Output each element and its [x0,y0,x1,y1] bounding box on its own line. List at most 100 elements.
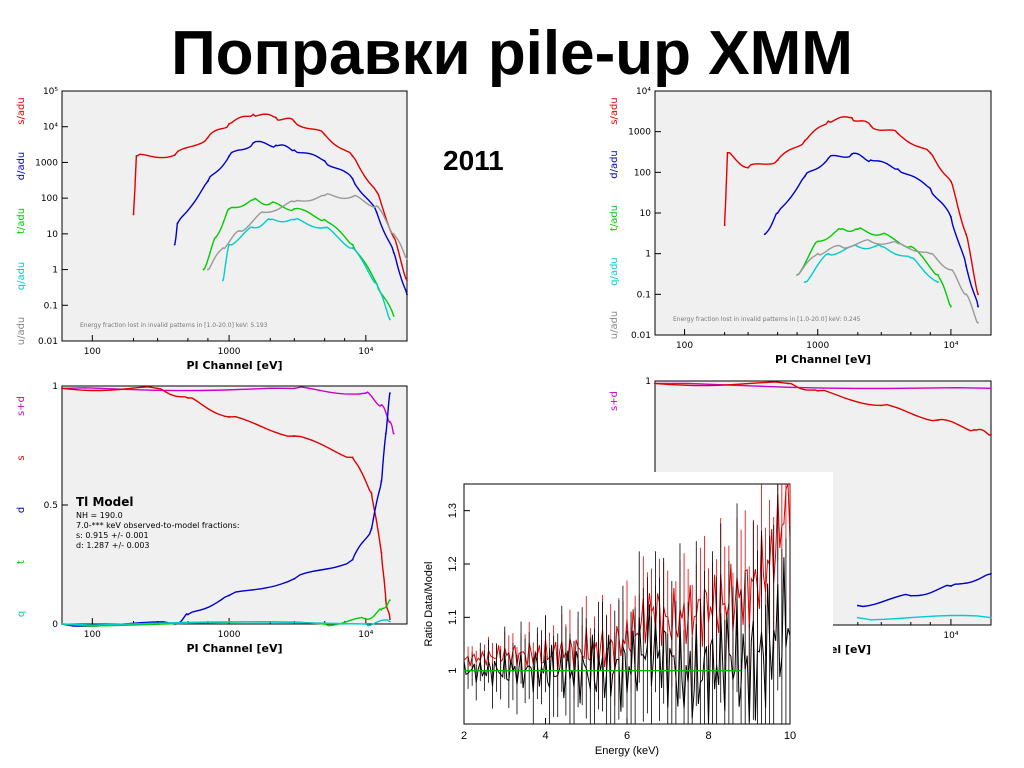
x-tick-label: 10⁴ [358,630,373,640]
data-point [380,480,383,483]
data-point [252,113,255,116]
y-tick-label: 0.01 [38,337,58,347]
data-point [252,142,255,144]
data-point [293,218,296,221]
data-point [763,233,766,236]
data-point [375,205,378,207]
data-point [323,226,326,229]
data-point [990,572,992,575]
data-point [929,252,932,255]
data-point [392,251,395,254]
y-axis-label: s+d [16,396,27,416]
plot-frame [654,90,992,336]
data-point [965,233,967,236]
y-axis-label: s/adu [16,97,27,124]
y-tick-label: 0.01 [631,331,651,341]
data-point [214,236,217,239]
data-point [816,389,819,392]
data-point [293,577,296,580]
y-axis-label: Ratio Data/Model [423,562,435,647]
data-point [293,200,296,203]
chart-bottom-left-fractions: 100 1000 10⁴ 0 0.5 1 PI Channel [eV] s+d s d t q Tl … [16,382,408,655]
y-axis-label: s/adu [609,97,620,124]
y-axis-label: d/adu [16,152,27,181]
data-point [173,243,176,246]
data-point [293,387,296,390]
y-axis-label: u/adu [16,317,27,346]
data-point [937,281,939,283]
data-point [392,232,395,235]
data-point [880,245,883,248]
data-point [389,318,391,321]
data-point [380,404,383,406]
data-point [132,213,135,216]
series-line [61,386,395,435]
data-point [816,240,819,243]
data-point [840,245,843,248]
series-line [463,557,791,725]
data-point [228,155,230,158]
data-point [977,321,979,324]
data-point [973,428,976,431]
data-point [389,392,391,395]
y-tick-label: 100 [41,194,58,204]
data-point [269,218,272,221]
data-point [252,198,255,201]
x-axis-label: PI Channel [eV] [775,353,871,366]
x-tick-label: 10⁴ [358,347,373,357]
data-point [803,281,806,283]
legend-title: Tl Model [76,495,134,509]
y-axis-label: t [16,560,27,564]
data-point [827,120,830,123]
data-point [869,124,872,127]
y-axis-label: s [16,455,27,460]
data-point [389,420,391,423]
x-tick-label: 8 [705,730,711,742]
data-point [827,157,830,160]
data-point [351,558,354,561]
data-point [293,435,296,437]
legend-line: NH = 190.0 [76,511,123,520]
y-tick-label: 1 [52,266,58,276]
y-tick-label: 10⁵ [43,87,58,97]
data-point [275,116,277,119]
x-tick-label: 10⁴ [943,341,958,351]
data-point [950,585,952,587]
y-tick-label: 0.1 [44,301,58,311]
data-point [990,433,992,436]
series-line [174,140,408,295]
data-point [909,594,912,597]
x-axis-label: Energy (keV) [595,745,659,757]
data-point [977,293,979,296]
x-tick-label: 100 [84,347,101,357]
data-point [207,136,209,139]
y-tick-label: 1000 [628,128,651,138]
data-point [937,419,939,421]
y-tick-label: 1 [645,377,651,387]
data-point [384,432,387,435]
data-point [187,397,189,399]
data-point [803,175,806,178]
y-axis-label: q/adu [609,257,620,286]
plot-frame [61,385,408,625]
y-tick-label: 1 [52,382,58,392]
data-point [406,293,408,296]
data-point [776,212,779,214]
data-point [950,268,952,271]
data-point [909,256,912,259]
data-point [856,228,859,231]
x-tick-label: 1000 [806,341,829,351]
x-tick-label: 10 [784,730,796,742]
data-point [176,222,179,225]
data-point [156,387,159,390]
data-point [856,616,859,619]
data-point [392,236,395,239]
chart-ratio-data-model: 2 4 6 8 10 1 1.1 1.2 1.3 Energy (keV) Ratio Data/M… [418,472,833,762]
data-point [380,608,383,611]
data-point [221,247,224,249]
y-tick-label: 1.3 [447,503,459,518]
data-point [364,392,367,395]
y-tick-label: 10⁴ [43,123,58,133]
x-axis-label: PI Channel [eV] [186,642,282,655]
x-tick-label: 100 [676,341,693,351]
